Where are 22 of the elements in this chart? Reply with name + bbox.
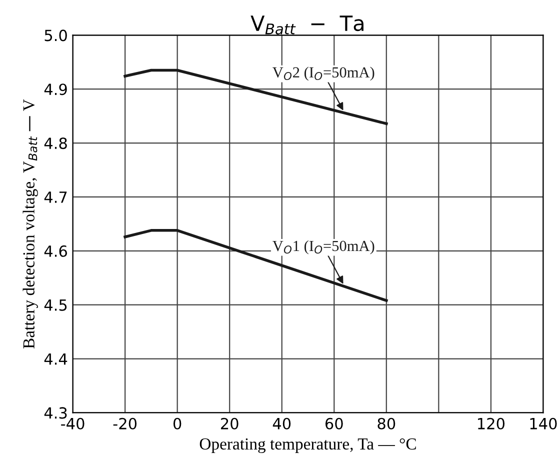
y-tick-label: 4.5: [44, 300, 67, 311]
y-tick-label: 5.0: [44, 30, 67, 42]
y-tick-label: 4.6: [44, 245, 67, 257]
x-axis-title: Operating temperature, Ta — °C: [200, 438, 416, 454]
chart-title: V$_{Batt}$ − Ta: [250, 16, 364, 34]
x-tick-label: 140: [530, 418, 557, 430]
y-axis-title: Battery detection voltage, V$_{Batt}$ — V: [22, 99, 38, 348]
x-tick-label: 40: [272, 418, 291, 430]
x-tick-label: 0: [173, 418, 182, 430]
y-tick-label: 4.9: [44, 84, 67, 96]
y-tick-label: 4.3: [44, 407, 67, 419]
x-tick-label: -40: [61, 418, 84, 430]
x-tick-label: 120: [478, 418, 504, 430]
series-label: V$_{O}$1 (I$_{O}$=50mA): [272, 240, 374, 254]
x-tick-label: -20: [113, 418, 137, 430]
x-tick-label: 80: [378, 418, 396, 430]
series-label: V$_{O}$2 (I$_{O}$=50mA): [272, 66, 374, 81]
y-tick-label: 4.7: [44, 192, 67, 203]
x-tick-label: 60: [325, 418, 343, 430]
x-tick-label: 20: [221, 418, 238, 430]
y-tick-label: 4.8: [44, 138, 67, 150]
y-tick-label: 4.4: [44, 353, 68, 365]
